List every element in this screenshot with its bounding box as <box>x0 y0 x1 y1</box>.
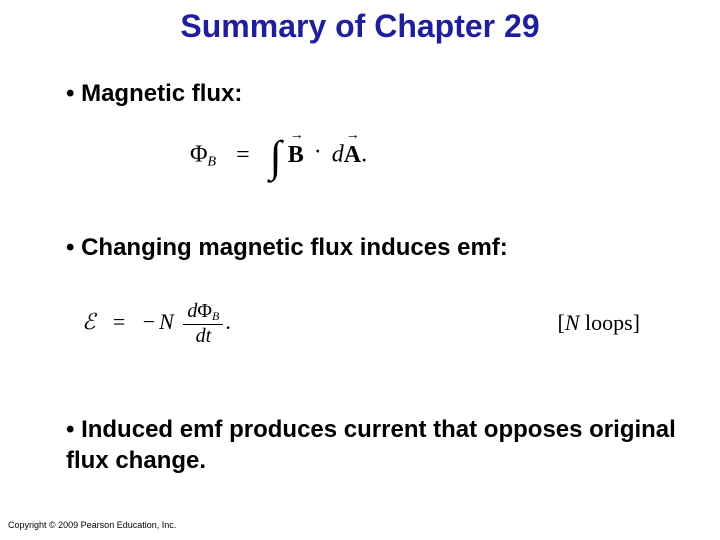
vector-a-label: A <box>344 142 361 168</box>
subscript-b: B <box>208 155 217 170</box>
numerator: dΦB <box>183 300 223 325</box>
variable-n: N <box>159 309 174 334</box>
copyright-text: Copyright © 2009 Pearson Education, Inc. <box>8 520 176 530</box>
vector-b-label: B <box>288 142 304 168</box>
diff-d: d <box>187 300 197 322</box>
denominator: dt <box>183 325 223 348</box>
equals-sign: = <box>113 309 125 334</box>
page-title: Summary of Chapter 29 <box>0 0 720 45</box>
symbol-emf: ℰ <box>82 309 95 334</box>
note-n-loops: [N loops] <box>557 310 640 336</box>
equation-faraday: ℰ = −N dΦB dt . <box>82 300 231 348</box>
symbol-phi: Φ <box>190 142 208 168</box>
loops-text: loops] <box>580 310 641 335</box>
arrow-icon: → <box>290 128 304 144</box>
equals-sign: = <box>236 142 250 168</box>
bracket-open: [ <box>557 310 564 335</box>
minus-sign: − <box>143 309 155 334</box>
vector-b: →B <box>288 142 304 168</box>
dot-operator: · <box>314 139 322 165</box>
differential-d: d <box>332 142 344 168</box>
symbol-phi: Φ <box>197 300 212 322</box>
subscript-b: B <box>212 309 219 323</box>
bullet-magnetic-flux: • Magnetic flux: <box>66 80 242 108</box>
equation-magnetic-flux: ΦB = ∫ →B · d→A. <box>190 138 367 174</box>
period: . <box>225 309 231 334</box>
arrow-icon: → <box>346 128 360 144</box>
bullet-changing-flux: • Changing magnetic flux induces emf: <box>66 234 508 262</box>
vector-a: →A <box>344 142 361 168</box>
fraction: dΦB dt <box>183 300 223 348</box>
variable-n: N <box>565 310 580 335</box>
period: . <box>361 142 367 168</box>
integral-sign: ∫ <box>270 142 282 173</box>
bullet-induced-emf: • Induced emf produces current that oppo… <box>66 414 720 476</box>
